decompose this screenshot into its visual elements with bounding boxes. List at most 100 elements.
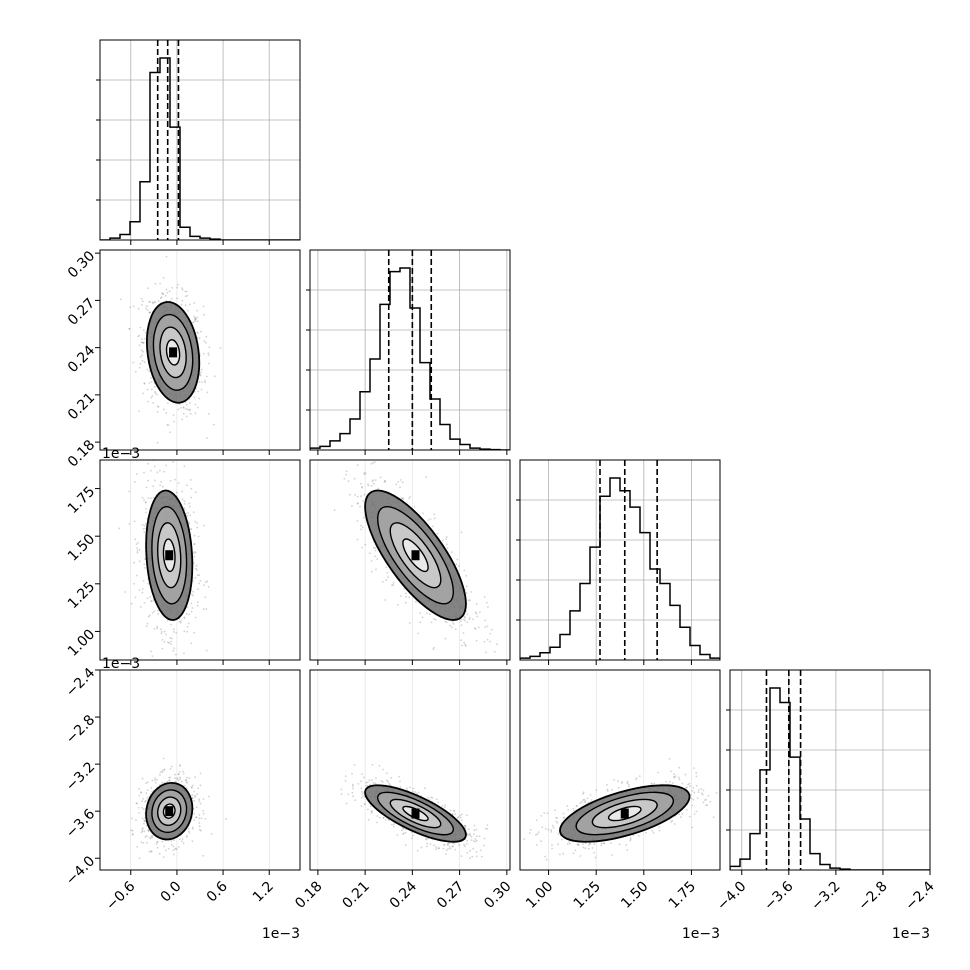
scatter-point — [138, 560, 141, 563]
scatter-point — [142, 350, 144, 353]
scatter-point — [378, 764, 381, 767]
scatter-point — [399, 486, 401, 488]
scatter-point — [485, 651, 487, 654]
scatter-point — [174, 773, 176, 776]
scatter-point — [143, 499, 145, 501]
scatter-point — [170, 640, 172, 643]
scatter-point — [200, 829, 202, 832]
scatter-point — [412, 790, 414, 793]
scatter-point — [393, 823, 395, 826]
scatter-point — [363, 802, 366, 805]
scatter-point — [156, 846, 159, 849]
scatter-point — [163, 470, 165, 473]
scatter-point — [194, 317, 197, 320]
scatter-point — [146, 622, 149, 625]
scatter-point — [368, 552, 371, 555]
scatter-point — [182, 770, 184, 773]
scatter-point — [140, 831, 143, 834]
scatter-point — [368, 779, 371, 781]
scatter-point — [356, 520, 359, 522]
scatter-point — [156, 625, 159, 628]
scatter-point — [164, 462, 166, 464]
scatter-point — [469, 834, 471, 837]
scatter-point — [138, 548, 141, 551]
scatter-point — [186, 782, 189, 784]
scatter-point — [427, 519, 430, 522]
scatter-point — [374, 555, 376, 558]
scatter-point — [169, 431, 172, 434]
scatter-point — [145, 486, 148, 489]
scatter-point — [152, 600, 155, 602]
scatter-point — [187, 408, 189, 411]
scatter-point — [202, 854, 205, 857]
scatter-point — [145, 511, 147, 514]
scatter-point — [199, 374, 202, 377]
scatter-point — [361, 546, 363, 549]
scatter-point — [163, 408, 165, 411]
scatter-point — [208, 362, 210, 365]
scatter-point — [208, 413, 210, 415]
scatter-point — [141, 300, 144, 303]
scatter-point — [190, 642, 193, 645]
scatter-point — [169, 637, 172, 639]
scatter-point — [379, 476, 382, 479]
scatter-point — [373, 461, 376, 464]
scatter-point — [401, 497, 403, 500]
scatter-point — [395, 483, 397, 486]
scatter-point — [141, 817, 144, 820]
scatter-point — [178, 620, 181, 623]
scatter-point — [670, 821, 673, 823]
scatter-point — [464, 827, 467, 829]
scatter-point — [169, 768, 172, 770]
scatter-point — [445, 853, 447, 855]
scatter-point — [421, 616, 424, 619]
scatter-point — [367, 483, 369, 485]
panel-frame — [519, 459, 721, 661]
scatter-point — [384, 480, 387, 483]
scatter-point — [475, 639, 478, 642]
scatter-point — [186, 630, 189, 633]
scatter-point — [160, 296, 163, 299]
scatter-point — [442, 539, 444, 542]
scatter-point — [483, 844, 485, 847]
scatter-point — [183, 784, 185, 787]
scatter-point — [153, 301, 156, 303]
scatter-point — [381, 581, 384, 583]
scatter-point — [484, 619, 487, 622]
scatter-point — [170, 765, 173, 768]
scatter-point — [420, 846, 423, 849]
scatter-point — [433, 618, 435, 620]
y-offset-label: 1e−3 — [102, 446, 140, 462]
scatter-point — [165, 412, 168, 414]
scatter-point — [160, 632, 163, 635]
scatter-point — [185, 779, 187, 781]
scatter-point — [347, 793, 350, 796]
scatter-point — [198, 825, 201, 828]
panel-2-2 — [516, 459, 721, 665]
scatter-point — [139, 606, 142, 608]
scatter-point — [557, 833, 560, 835]
scatter-point — [412, 787, 415, 790]
scatter-point — [369, 805, 372, 808]
scatter-point — [196, 601, 199, 604]
scatter-point — [194, 520, 197, 523]
scatter-point — [206, 580, 209, 583]
scatter-point — [451, 620, 454, 623]
scatter-point — [168, 776, 171, 779]
scatter-point — [376, 558, 379, 560]
scatter-point — [484, 626, 487, 628]
scatter-point — [194, 795, 197, 798]
scatter-point — [180, 452, 182, 454]
scatter-point — [208, 346, 211, 349]
scatter-point — [172, 461, 175, 463]
scatter-point — [138, 589, 141, 591]
scatter-point — [177, 773, 180, 776]
y-tick-label: 0.27 — [65, 295, 98, 328]
scatter-point — [401, 829, 403, 832]
scatter-point — [681, 782, 684, 785]
scatter-point — [182, 412, 185, 415]
scatter-point — [466, 621, 468, 623]
scatter-point — [460, 624, 463, 627]
scatter-point — [371, 480, 374, 483]
